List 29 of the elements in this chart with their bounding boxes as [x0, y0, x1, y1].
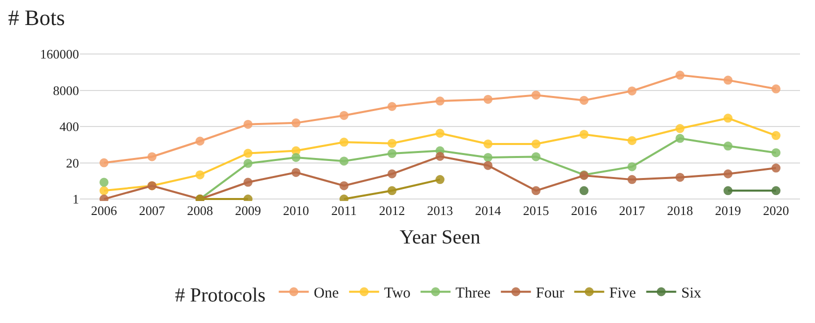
legend-label: Four: [536, 286, 564, 302]
x-tick-label: 2020: [763, 203, 789, 218]
chart-title: # Bots: [8, 5, 66, 30]
x-tick-label: 2013: [427, 203, 453, 218]
legend-title: # Protocols: [175, 284, 266, 306]
x-tick-label: 2009: [235, 203, 261, 218]
x-tick-label: 2018: [667, 203, 693, 218]
x-tick-label: 2014: [475, 203, 502, 218]
legend-label: Six: [681, 286, 702, 302]
legend-label: Five: [609, 286, 636, 302]
y-tick-label: 400: [60, 119, 79, 134]
legend-label: Two: [384, 286, 411, 302]
x-tick-label: 2008: [187, 203, 213, 218]
x-axis-title: Year Seen: [400, 226, 480, 248]
x-tick-label: 2006: [91, 203, 118, 218]
x-tick-label: 2007: [139, 203, 166, 218]
x-tick-label: 2010: [283, 203, 309, 218]
x-tick-label: 2017: [619, 203, 646, 218]
x-tick-label: 2015: [523, 203, 549, 218]
x-tick-label: 2011: [331, 203, 357, 218]
legend-label: Three: [456, 286, 491, 302]
x-tick-label: 2016: [571, 203, 598, 218]
y-tick-label: 160000: [40, 46, 79, 62]
x-tick-label: 2019: [715, 203, 741, 218]
y-tick-label: 20: [66, 155, 79, 170]
y-tick-label: 1: [72, 192, 79, 207]
x-tick-label: 2012: [379, 203, 405, 218]
legend-label: One: [314, 286, 340, 302]
y-tick-label: 8000: [53, 82, 79, 98]
